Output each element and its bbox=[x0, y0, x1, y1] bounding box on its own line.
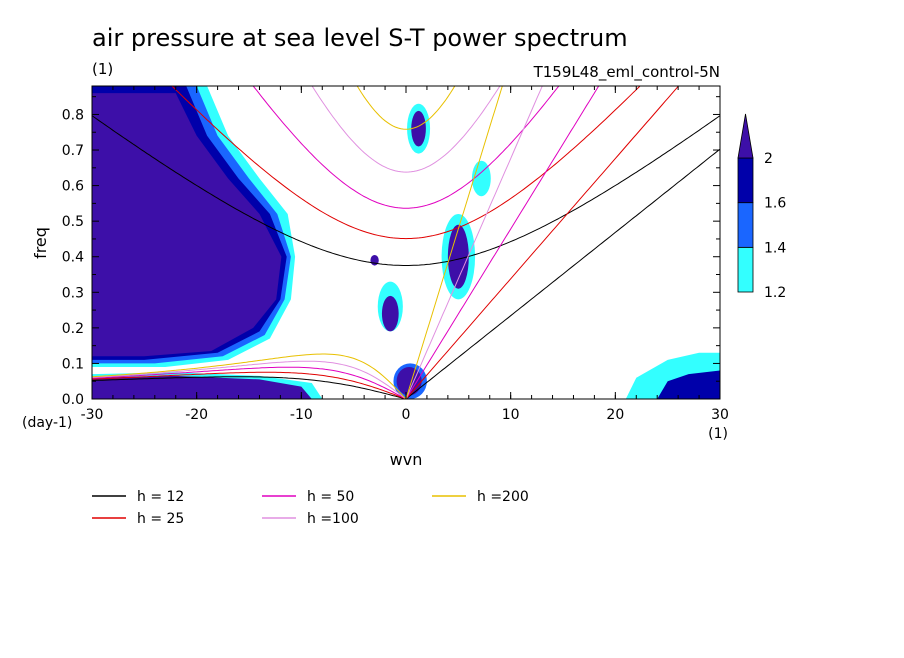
y-tick-label: 0.5 bbox=[62, 214, 84, 230]
x-tick-label: 30 bbox=[711, 407, 729, 423]
inertia-gravity-curve bbox=[171, 86, 641, 240]
kelvin-curve bbox=[405, 86, 680, 399]
y-axis-label: freq bbox=[31, 227, 50, 259]
x-unit-label: (1) bbox=[708, 426, 728, 442]
legend-label: h =200 bbox=[477, 489, 529, 505]
x-tick-label: -30 bbox=[81, 407, 104, 423]
shade-blob-low-core bbox=[381, 295, 399, 332]
colorbar-segment bbox=[737, 202, 754, 248]
colorbar-extend-arrow bbox=[737, 113, 754, 159]
legend-label: h = 50 bbox=[307, 489, 354, 505]
legend: h = 12 h = 25 h = 50 h =100 h =200 bbox=[92, 489, 529, 527]
colorbar-segment bbox=[737, 246, 754, 293]
dispersion-curves bbox=[92, 86, 720, 399]
shade-east-navy bbox=[657, 370, 720, 399]
shade-band-purple bbox=[92, 375, 312, 399]
spectrum-shading bbox=[92, 86, 720, 399]
units-label: (1) bbox=[92, 60, 113, 78]
x-tick-label: 10 bbox=[502, 407, 520, 423]
y-tick-label: 0.3 bbox=[62, 285, 84, 301]
x-axis-label: wvn bbox=[390, 450, 423, 469]
colorbar-label: 1.6 bbox=[764, 196, 786, 212]
colorbar-label: 2 bbox=[764, 151, 773, 167]
x-tick-label: -10 bbox=[290, 407, 313, 423]
x-tick-label: 20 bbox=[606, 407, 624, 423]
plot-area bbox=[92, 86, 720, 399]
axis-ticks: -30 -20 -10 0 10 20 30 0.0 0.1 0.2 0.3 0.4 0.5 0.6 0.7… bbox=[62, 86, 729, 423]
kelvin-curve bbox=[405, 86, 503, 399]
rossby-curve bbox=[92, 353, 407, 399]
chart-title: air pressure at sea level S-T power spec… bbox=[92, 24, 628, 52]
experiment-label: T159L48_eml_control-5N bbox=[533, 63, 720, 82]
shade-west-purple bbox=[92, 93, 282, 357]
x-tick-label: 0 bbox=[402, 407, 411, 423]
shade-blob-mid-core bbox=[447, 224, 469, 289]
y-tick-label: 0.1 bbox=[62, 356, 84, 372]
legend-label: h =100 bbox=[307, 511, 359, 527]
kelvin-curve bbox=[405, 86, 600, 399]
kelvin-curve bbox=[405, 86, 543, 399]
inertia-gravity-curve bbox=[356, 86, 456, 130]
kelvin-curve bbox=[405, 148, 720, 399]
y-tick-label: 0.4 bbox=[62, 250, 84, 266]
colorbar: 1.2 1.4 1.6 2 bbox=[737, 113, 786, 301]
inertia-gravity-curve bbox=[92, 115, 720, 266]
inertia-gravity-curve bbox=[311, 86, 501, 173]
colorbar-label: 1.4 bbox=[764, 240, 786, 256]
rossby-curve bbox=[92, 360, 407, 399]
y-tick-label: 0.6 bbox=[62, 179, 84, 195]
y-unit-label: (day-1) bbox=[22, 415, 72, 431]
inertia-gravity-curve bbox=[252, 86, 560, 209]
colorbar-label: 1.2 bbox=[764, 285, 786, 301]
legend-label: h = 12 bbox=[137, 489, 184, 505]
y-tick-label: 0.0 bbox=[62, 392, 84, 408]
rossby-curve bbox=[92, 371, 407, 399]
legend-label: h = 25 bbox=[137, 511, 184, 527]
rossby-curve bbox=[92, 376, 407, 399]
shade-blob-top-core bbox=[411, 110, 426, 147]
rossby-curve bbox=[92, 366, 407, 399]
y-tick-label: 0.7 bbox=[62, 143, 84, 159]
colorbar-segment bbox=[737, 157, 754, 204]
y-tick-label: 0.2 bbox=[62, 321, 84, 337]
x-tick-label: -20 bbox=[185, 407, 208, 423]
y-tick-label: 0.8 bbox=[62, 107, 84, 123]
